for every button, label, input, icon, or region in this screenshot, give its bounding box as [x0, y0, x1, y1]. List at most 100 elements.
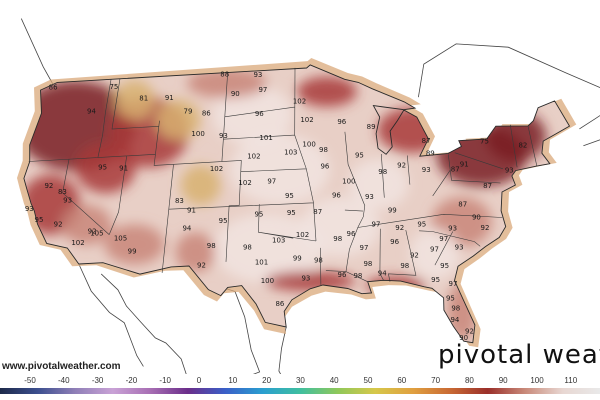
temp-label: 95: [254, 211, 263, 219]
temp-label: 97: [372, 220, 381, 228]
temp-label: 93: [455, 244, 464, 252]
temp-label: 95: [417, 221, 426, 229]
temp-label: 98: [363, 260, 372, 268]
temp-zone: [348, 159, 409, 209]
temp-label: 95: [219, 217, 228, 225]
temp-label: 98: [353, 272, 362, 280]
temp-label: 105: [90, 229, 103, 237]
temp-label: 103: [284, 148, 297, 156]
scale-tick-label: -30: [91, 376, 104, 385]
temp-label: 93: [422, 166, 431, 174]
temp-label: 95: [35, 216, 44, 224]
temp-label: 96: [347, 230, 356, 238]
temp-label: 96: [255, 110, 264, 118]
scale-tick-label: 0: [196, 376, 202, 385]
temp-label: 97: [258, 86, 267, 94]
temp-label: 94: [182, 224, 191, 232]
temp-label: 86: [202, 110, 211, 118]
temp-label: 98: [207, 242, 216, 250]
mexico-outline: [78, 263, 287, 374]
site-url[interactable]: www.pivotalweather.com: [2, 361, 121, 372]
temp-label: 75: [109, 83, 118, 91]
scale-tick-label: 80: [464, 376, 474, 385]
temp-label: 97: [430, 246, 439, 254]
temp-label: 102: [238, 179, 251, 187]
temp-zone: [296, 76, 357, 107]
temp-zone: [212, 85, 293, 146]
brand-logo: pivotal weath: [438, 340, 600, 370]
temp-label: 100: [261, 277, 274, 285]
temp-label: 102: [293, 97, 306, 105]
temp-label: 86: [275, 300, 284, 308]
temp-label: 102: [71, 239, 84, 247]
temp-label: 102: [210, 165, 223, 173]
temp-label: 98: [378, 168, 387, 176]
temp-label: 92: [410, 251, 419, 259]
temp-label: 92: [88, 227, 97, 235]
temp-label: 82: [518, 142, 527, 150]
temp-label: 99: [388, 207, 397, 215]
scale-tick-label: 30: [295, 376, 305, 385]
temp-label: 93: [448, 224, 457, 232]
temp-label: 105: [114, 235, 127, 243]
temperature-labels: 86 75 88 93 91 94 81 90 97 79 86 96 102 102 100 93 101 96…: [25, 71, 528, 343]
temp-label: 86: [49, 83, 58, 91]
temp-zone: [155, 99, 201, 140]
temp-label: 95: [287, 209, 296, 217]
temp-label: 90: [459, 334, 468, 342]
state-borders: [28, 67, 538, 285]
temp-label: 87: [422, 137, 431, 145]
temp-zone: [229, 134, 330, 205]
temp-label: 99: [128, 247, 137, 255]
temp-zone: [75, 143, 136, 194]
temp-label: 83: [58, 188, 67, 196]
temp-label: 101: [255, 259, 268, 267]
temp-zone: [213, 213, 324, 284]
temp-label: 98: [319, 146, 328, 154]
temp-zone: [180, 165, 221, 206]
temp-label: 96: [338, 271, 347, 279]
scale-tick-label: 90: [498, 376, 508, 385]
temp-label: 100: [342, 178, 355, 186]
temp-label: 92: [397, 162, 406, 170]
temp-label: 92: [465, 328, 474, 336]
temp-label: 92: [197, 262, 206, 270]
scale-tick-label: -10: [159, 376, 171, 385]
temp-label: 81: [139, 95, 148, 103]
color-scale: -50 -40 -30 -20 -10 0 10 20 30 40 50 60 70 80 90 100 110: [0, 374, 600, 400]
scale-tick-label: -20: [125, 376, 138, 385]
temp-zone: [104, 224, 165, 265]
temp-zone: [114, 79, 155, 120]
temp-label: 97: [449, 280, 458, 288]
temp-label: 89: [426, 150, 435, 158]
temp-label: 98: [451, 305, 460, 313]
scale-tick-label: -50: [24, 376, 36, 385]
temp-label: 91: [187, 206, 196, 214]
temp-zone: [300, 196, 381, 257]
temp-label: 92: [44, 182, 53, 190]
temp-label: 83: [175, 197, 184, 205]
temp-label: 90: [472, 214, 481, 222]
temp-label: 102: [247, 153, 260, 161]
us-outline: [23, 64, 571, 344]
temp-label: 93: [253, 71, 262, 79]
temp-label: 103: [272, 236, 285, 244]
temp-label: 90: [231, 90, 240, 98]
temp-label: 93: [505, 166, 514, 174]
temp-label: 95: [440, 262, 449, 270]
temp-label: 99: [293, 254, 302, 262]
temp-label: 98: [314, 256, 323, 264]
temp-label: 91: [165, 94, 174, 102]
temp-label: 94: [450, 316, 459, 324]
scale-tick-label: 110: [564, 376, 578, 385]
temp-label: 97: [360, 244, 369, 252]
temp-label: 96: [332, 191, 341, 199]
temp-label: 96: [337, 118, 346, 126]
temp-label: 98: [243, 244, 252, 252]
scale-tick-label: 10: [228, 376, 238, 385]
scale-tick-label: 40: [329, 376, 339, 385]
temp-label: 92: [481, 224, 490, 232]
temp-label: 93: [25, 205, 34, 213]
temp-label: 97: [267, 177, 276, 185]
